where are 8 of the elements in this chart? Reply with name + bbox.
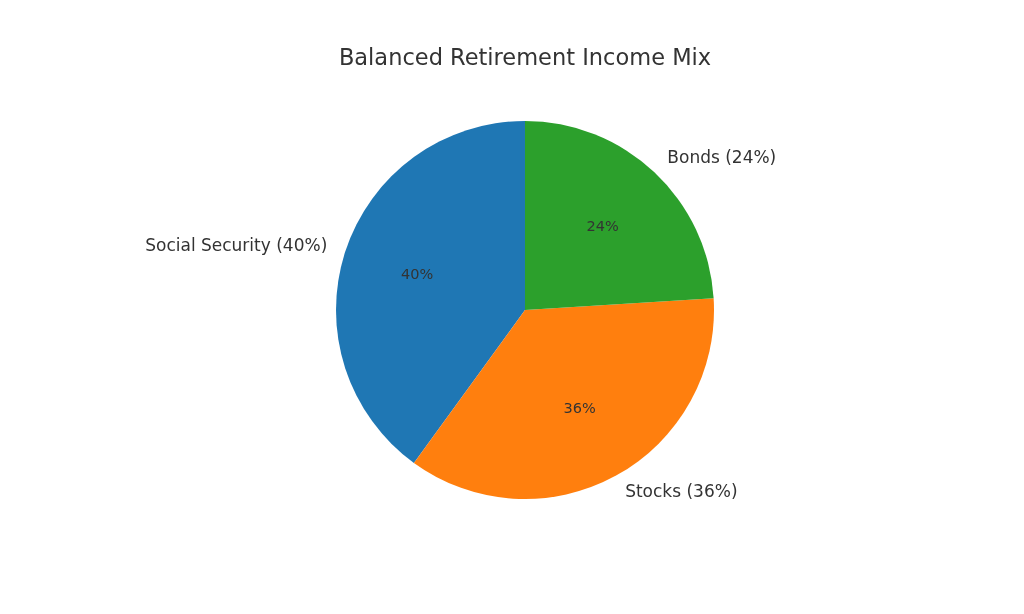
slice-label: Social Security (40%)	[145, 234, 328, 255]
data-label: 40%	[401, 265, 434, 282]
pie-slice	[336, 121, 525, 463]
data-label: 36%	[563, 400, 596, 417]
data-label: 24%	[586, 218, 619, 235]
chart-title: Balanced Retirement Income Mix	[338, 44, 712, 70]
slice-label: Bonds (24%)	[667, 147, 777, 168]
slice-label: Stocks (36%)	[625, 481, 738, 502]
